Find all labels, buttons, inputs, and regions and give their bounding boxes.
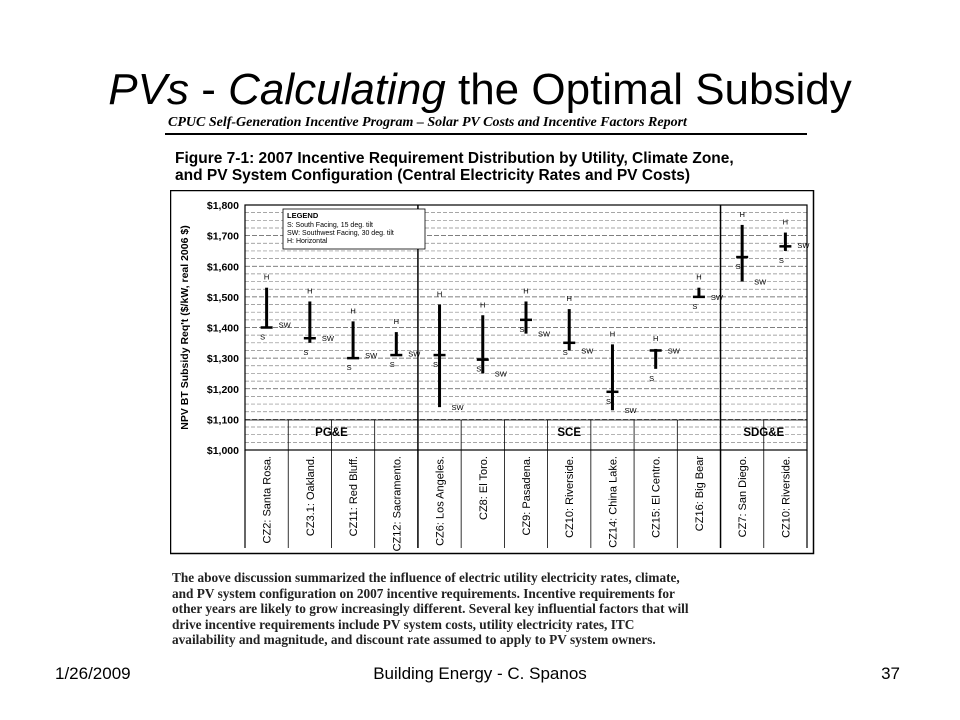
y-tick-label: $1,600 <box>207 261 239 273</box>
category-label: CZ10: Riverside. <box>780 456 792 538</box>
point-label-sw: SW <box>322 334 335 343</box>
discussion-paragraph: The above discussion summarized the infl… <box>172 570 822 648</box>
point-label-h: H <box>610 329 615 338</box>
point-label-h: H <box>350 306 355 315</box>
y-tick-label: $1,300 <box>207 353 239 365</box>
category-label: CZ14: China Lake. <box>607 456 619 548</box>
legend-title: LEGEND <box>287 211 319 220</box>
y-tick-label: $1,000 <box>207 445 239 457</box>
legend-entry: S: South Facing, 15 deg. tilt <box>287 222 373 229</box>
slide-title: PVs - Calculating the Optimal Subsidy <box>0 64 960 116</box>
footer-page-number: 37 <box>881 664 900 683</box>
category-label: CZ10: Riverside. <box>564 456 576 538</box>
group-label: PG&E <box>315 427 348 439</box>
legend-entry: SW: Southwest Facing, 30 deg. tilt <box>287 230 394 237</box>
point-label-h: H <box>480 300 485 309</box>
y-tick-label: $1,500 <box>207 292 239 304</box>
paragraph-line: drive incentive requirements include PV … <box>172 616 635 632</box>
subsidy-range-chart: NPV BT Subsidy Req't ($/kW, real 2006 $)… <box>170 190 815 555</box>
footer-date: 1/26/2009 <box>55 664 131 683</box>
legend-entry: H: Horizontal <box>287 238 328 245</box>
point-label-sw: SW <box>279 320 292 329</box>
report-header-rule <box>165 133 807 135</box>
point-label-h: H <box>523 286 528 295</box>
point-label-s: S <box>433 360 438 369</box>
point-label-s: S <box>736 262 741 271</box>
point-label-h: H <box>653 334 658 343</box>
group-label: SDG&E <box>743 427 784 439</box>
chart-frame <box>170 190 815 555</box>
category-label: CZ11: Red Bluff. <box>348 456 360 536</box>
point-label-sw: SW <box>754 278 767 287</box>
point-label-sw: SW <box>624 406 637 415</box>
point-label-s: S <box>347 363 352 372</box>
point-label-h: H <box>696 273 701 282</box>
paragraph-line: The above discussion summarized the infl… <box>172 570 680 585</box>
point-label-h: H <box>783 218 788 227</box>
category-label: CZ7: San Diego. <box>737 456 749 537</box>
title-rest: the Optimal Subsidy <box>445 65 852 114</box>
point-label-sw: SW <box>581 346 594 355</box>
legend-box <box>282 208 426 250</box>
point-label-s: S <box>390 360 395 369</box>
point-label-s: S <box>779 256 784 265</box>
y-tick-label: $1,100 <box>207 414 239 426</box>
point-label-s: S <box>476 365 481 374</box>
point-label-sw: SW <box>495 369 508 378</box>
point-label-s: S <box>519 325 524 334</box>
point-label-s: S <box>649 374 654 383</box>
point-label-s: S <box>303 348 308 357</box>
paragraph-line: and PV system configuration on 2007 ince… <box>172 585 675 601</box>
point-label-h: H <box>567 294 572 303</box>
figure-caption-line-2: and PV System Configuration (Central Ele… <box>175 167 691 184</box>
category-label: CZ6: Los Angeles. <box>435 456 447 546</box>
point-label-sw: SW <box>452 403 465 412</box>
group-label: SCE <box>557 427 581 439</box>
category-label: CZ2: Santa Rosa. <box>262 456 274 543</box>
point-label-sw: SW <box>711 293 724 302</box>
point-label-sw: SW <box>538 330 551 339</box>
point-label-h: H <box>264 273 269 282</box>
point-label-sw: SW <box>668 346 681 355</box>
y-tick-label: $1,200 <box>207 384 239 396</box>
point-label-s: S <box>692 302 697 311</box>
point-label-h: H <box>739 210 744 219</box>
point-label-sw: SW <box>797 241 810 250</box>
figure-caption: Figure 7-1: 2007 Incentive Requirement D… <box>175 150 815 184</box>
title-separator: - <box>188 65 229 114</box>
category-label: CZ8: El Toro. <box>478 456 490 520</box>
title-italic-pvs: PVs <box>108 65 189 114</box>
point-label-h: H <box>394 317 399 326</box>
point-label-s: S <box>606 397 611 406</box>
category-label: CZ3.1: Oakland. <box>305 456 317 536</box>
y-tick-label: $1,400 <box>207 323 239 335</box>
point-label-s: S <box>260 333 265 342</box>
y-tick-label: $1,700 <box>207 231 239 243</box>
footer-author: Building Energy - C. Spanos <box>373 664 587 683</box>
paragraph-line: availability and magnitude, and discount… <box>172 632 656 648</box>
point-label-sw: SW <box>365 351 378 360</box>
point-label-h: H <box>437 290 442 299</box>
category-label: CZ16: Big Bear <box>694 456 706 532</box>
paragraph-line: other years are likely to grow increasin… <box>172 601 689 617</box>
report-header: CPUC Self-Generation Incentive Program –… <box>168 115 687 130</box>
title-italic-calculating: Calculating <box>228 65 446 114</box>
figure-caption-line-1: Figure 7-1: 2007 Incentive Requirement D… <box>175 150 734 167</box>
point-label-sw: SW <box>408 350 421 359</box>
point-label-h: H <box>307 286 312 295</box>
category-label: CZ12: Sacramento. <box>391 456 403 551</box>
point-label-s: S <box>563 348 568 357</box>
category-label: CZ15: El Centro. <box>651 456 663 538</box>
category-label: CZ9: Pasadena. <box>521 456 533 536</box>
plot-area-border <box>244 204 808 451</box>
y-axis-title: NPV BT Subsidy Req't ($/kW, real 2006 $) <box>179 225 191 429</box>
y-tick-label: $1,800 <box>207 200 239 212</box>
